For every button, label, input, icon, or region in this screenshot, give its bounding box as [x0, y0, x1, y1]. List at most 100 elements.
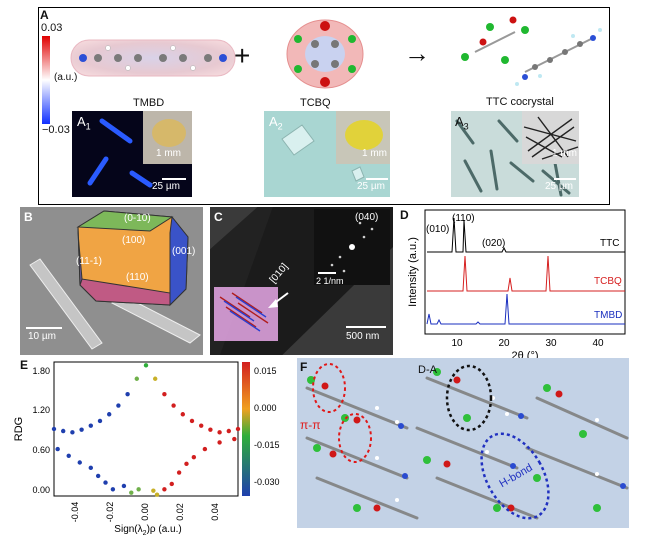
rdg-xtick-m004: -0.04	[70, 502, 80, 523]
a3-letter: A	[455, 114, 464, 129]
rdg-point	[191, 454, 197, 460]
a3-label: A3	[455, 114, 469, 132]
panel-a-letter: A	[40, 8, 49, 22]
rdg-xlabel: Sign(λ2)ρ (a.u.)	[114, 524, 181, 537]
ttc-cocrystal-image	[461, 16, 602, 86]
saed-spot-label: (040)	[355, 212, 379, 223]
a3-inset-scale: 1 mm	[552, 148, 577, 159]
c-scale-text: 500 nm	[346, 331, 380, 342]
cbar-tick-0000: 0.000	[254, 403, 277, 413]
tmbd-label: TMBD	[133, 97, 165, 109]
rdg-point	[88, 465, 94, 471]
rdg-point	[189, 418, 195, 424]
trace-label-tmbd: TMBD	[594, 310, 622, 321]
panel-e-letter: E	[20, 358, 29, 372]
panel-c-letter: C	[214, 210, 223, 224]
tcbq-molecule-image	[286, 19, 364, 89]
panel-a-frame	[38, 7, 610, 205]
rdg-point	[125, 391, 130, 397]
rdg-point	[55, 446, 60, 452]
xrd-tick-10: 10	[451, 338, 463, 349]
esp-colorbar-max: 0.03	[41, 22, 63, 34]
rdg-point	[79, 427, 84, 432]
rdg-point	[88, 423, 94, 428]
a3-scale-text: 25 µm	[545, 181, 573, 192]
a1-label: A1	[77, 114, 91, 132]
rdg-point	[171, 403, 176, 408]
esp-colorbar	[42, 36, 50, 124]
pipi-label: π-π	[300, 418, 321, 432]
xrd-tick-40: 40	[592, 338, 604, 349]
rdg-point	[121, 483, 127, 489]
rdg-point	[151, 488, 156, 493]
rdg-xtick-p004: 0.04	[210, 503, 220, 521]
a3-sub: 3	[463, 121, 469, 132]
pipi-ellipse-upper	[312, 363, 346, 413]
tmbd-molecule-image	[70, 39, 236, 77]
saed-scale-bar	[318, 272, 336, 274]
a2-inset-scale: 1 mm	[362, 148, 387, 159]
trace-label-ttc: TTC	[600, 238, 619, 249]
xrd-ylabel: Intensity (a.u.)	[407, 237, 419, 307]
panel-d-letter: D	[400, 208, 409, 222]
cbar-tick-m0015: -0.015	[254, 440, 280, 450]
b-scale-bar	[26, 327, 62, 329]
b-scale-text: 10 µm	[28, 331, 56, 342]
a1-inset-photo	[143, 111, 192, 164]
rdg-point	[61, 428, 66, 434]
c-scale-bar	[346, 326, 386, 328]
da-label: D-A	[418, 364, 437, 376]
facet-front: (100)	[122, 235, 146, 246]
plus-sign: +	[234, 40, 251, 71]
rdg-plot-area	[53, 361, 239, 497]
rdg-point	[143, 363, 149, 368]
rdg-point	[51, 426, 57, 432]
rdg-point	[180, 412, 185, 417]
xrd-tick-20: 20	[498, 338, 510, 349]
a2-label: A2	[269, 114, 283, 132]
a1-scale-bar	[162, 178, 186, 180]
a2-scale-bar	[366, 178, 388, 180]
rdg-point	[162, 487, 167, 492]
rdg-point	[208, 427, 213, 432]
cbar-tick-0015: 0.015	[254, 366, 277, 376]
xrd-trace-tcbq	[427, 255, 625, 292]
a2-scale-text: 25 µm	[357, 181, 385, 192]
facet-right: (001)	[172, 246, 196, 257]
rdg-point	[77, 460, 82, 465]
rdg-xtick-m002: -0.02	[105, 502, 115, 523]
rdg-point	[199, 423, 204, 428]
trace-label-tcbq: TCBQ	[594, 276, 622, 287]
rdg-ytick-000: 0.00	[32, 485, 50, 495]
xrd-trace-ttc	[427, 217, 625, 253]
panel-c-tem	[210, 207, 393, 355]
facet-top: (0-10)	[124, 213, 151, 224]
pipi-ellipse-lower	[338, 413, 372, 463]
a2-letter: A	[269, 114, 278, 129]
facet-left: (11-1)	[76, 256, 102, 267]
rdg-point	[202, 446, 208, 452]
a3-scale-bar	[554, 178, 576, 180]
rdg-point	[103, 480, 108, 485]
rdg-ytick-060: 0.60	[32, 445, 50, 455]
rdg-colorbar	[242, 362, 250, 496]
saed-scale-text: 2 1/nm	[316, 276, 344, 286]
rdg-point	[226, 428, 231, 434]
tcbq-label: TCBQ	[300, 97, 331, 109]
a3-inset-photo	[522, 111, 579, 164]
panel-b-sem	[20, 207, 203, 355]
peak-label-010: (010)	[426, 224, 449, 235]
rdg-point	[95, 473, 101, 479]
facet-bottom: (110)	[126, 272, 149, 283]
rdg-xtick-p002: 0.02	[175, 503, 185, 521]
rdg-point	[66, 453, 71, 458]
rdg-point	[217, 430, 222, 435]
rdg-ytick-180: 1.80	[32, 366, 50, 376]
a2-inset-photo	[336, 111, 390, 164]
rdg-xlabel-post: )ρ (a.u.)	[147, 524, 182, 535]
rdg-point	[169, 481, 174, 487]
rdg-xlabel-sub: 2	[143, 530, 147, 537]
hbond-ellipse	[480, 432, 550, 520]
rdg-point	[129, 490, 134, 495]
rdg-point	[184, 461, 189, 467]
